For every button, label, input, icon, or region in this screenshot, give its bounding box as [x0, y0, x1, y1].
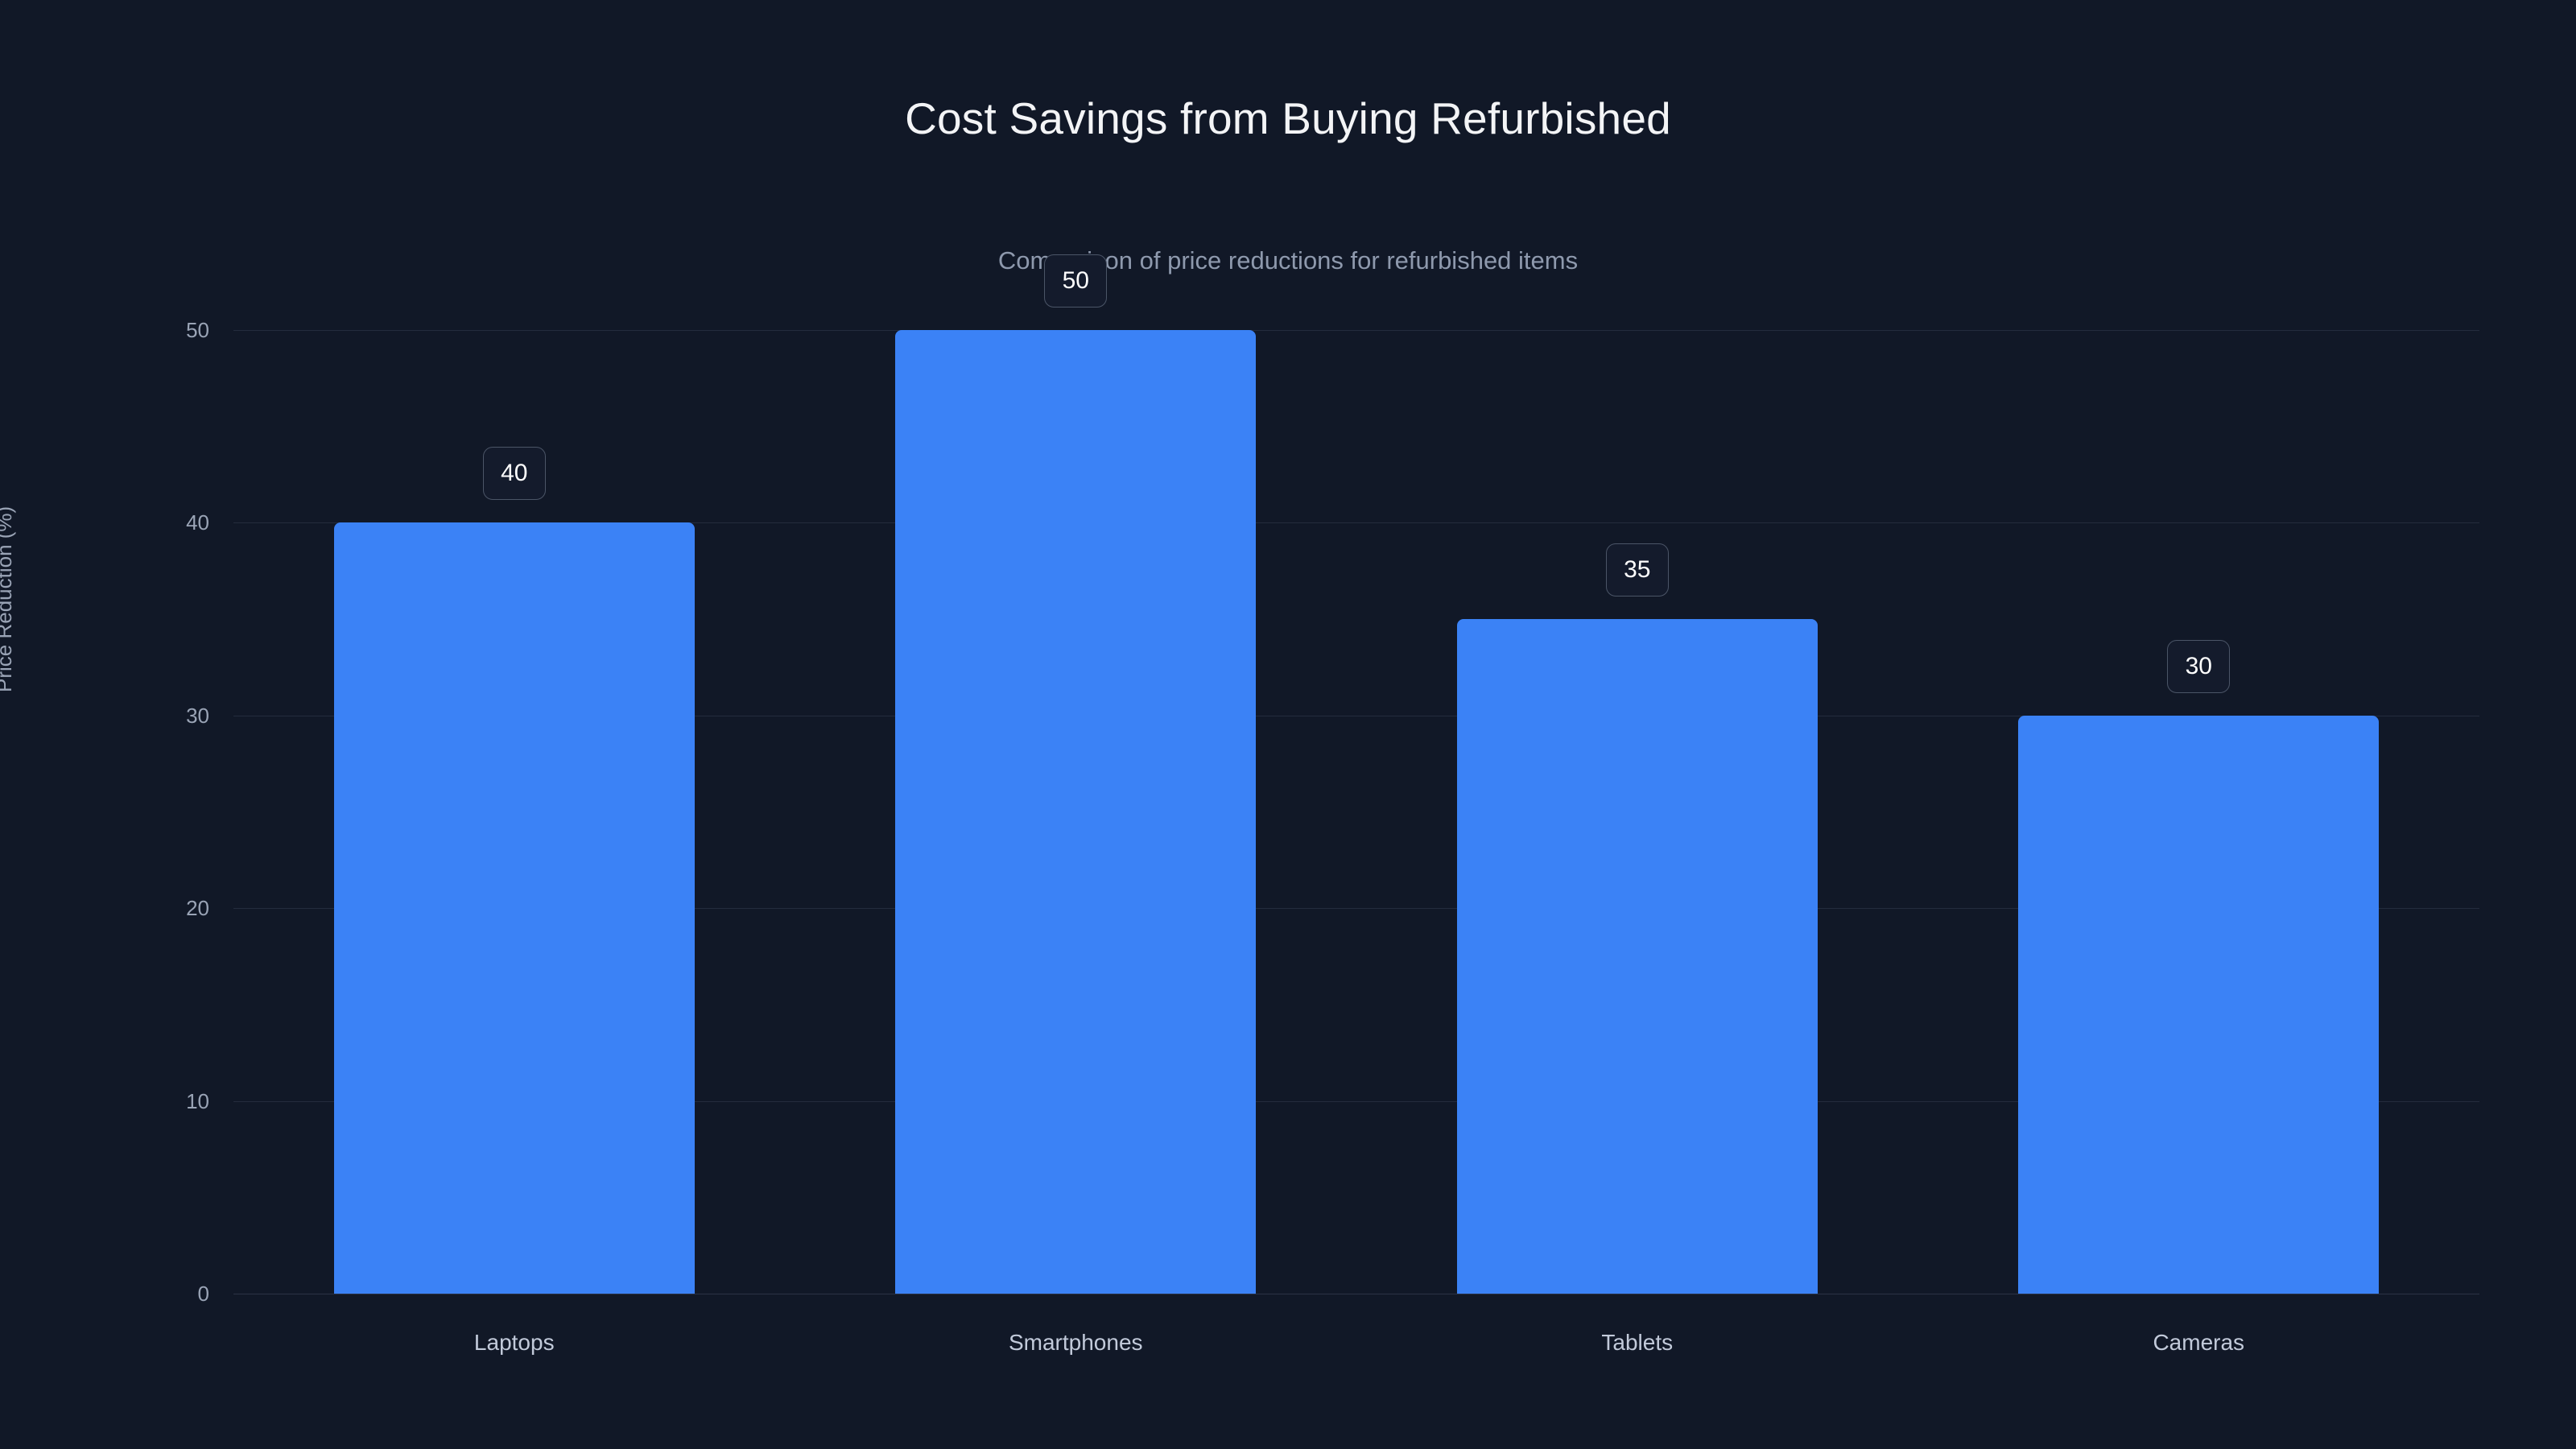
x-tick-label-cameras: Cameras	[2153, 1330, 2245, 1355]
gridline-10	[233, 1100, 2479, 1102]
plot-area	[233, 330, 2479, 1294]
value-badge-tablets: 35	[1605, 543, 1669, 597]
value-badge-laptops: 40	[482, 447, 546, 501]
y-tick-label-20: 20	[186, 896, 209, 921]
value-badge-cameras: 30	[2167, 639, 2231, 693]
bar-smartphones[interactable]	[895, 330, 1257, 1294]
y-tick-label-50: 50	[186, 318, 209, 342]
y-tick-label-10: 10	[186, 1088, 209, 1113]
bar-cameras[interactable]	[2018, 715, 2380, 1294]
y-tick-label-40: 40	[186, 510, 209, 535]
x-tick-label-smartphones: Smartphones	[1008, 1330, 1143, 1355]
gridline-40	[233, 522, 2479, 524]
chart-subtitle: Comparison of price reductions for refur…	[997, 246, 1579, 275]
y-tick-label-30: 30	[186, 703, 209, 728]
gridline-20	[233, 908, 2479, 910]
y-tick-label-0: 0	[197, 1282, 209, 1306]
gridline-50	[233, 330, 2479, 331]
x-tick-label-laptops: Laptops	[473, 1330, 555, 1355]
bar-laptops[interactable]	[333, 522, 695, 1294]
chart-title: Cost Savings from Buying Refurbished	[905, 93, 1671, 143]
value-badge-smartphones: 50	[1044, 254, 1108, 308]
y-axis-title: Price Reduction (%)	[0, 506, 16, 692]
bar-tablets[interactable]	[1456, 619, 1818, 1294]
x-tick-label-tablets: Tablets	[1601, 1330, 1674, 1355]
